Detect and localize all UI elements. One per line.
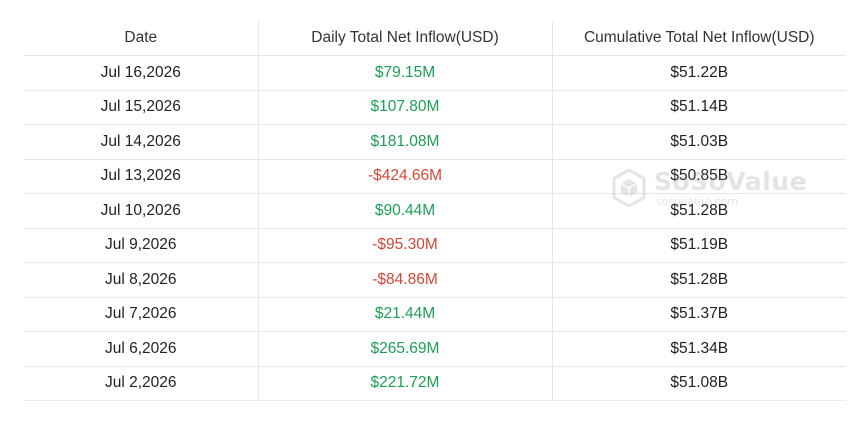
- cell-cumulative-net-inflow: $51.37B: [551, 297, 846, 332]
- inflow-table-container: Date Daily Total Net Inflow(USD) Cumulat…: [24, 21, 846, 401]
- cell-daily-net-inflow: -$84.86M: [257, 262, 552, 298]
- table-row: Jul 7,2026 $21.44M $51.37B: [24, 297, 846, 332]
- table-row: Jul 13,2026 -$424.66M $50.85B: [24, 159, 846, 194]
- cell-cumulative-net-inflow: $51.19B: [551, 228, 846, 263]
- cell-daily-net-inflow: $79.15M: [257, 55, 552, 91]
- cell-date: Jul 10,2026: [24, 193, 258, 229]
- cell-daily-net-inflow: -$424.66M: [257, 159, 552, 194]
- cell-date: Jul 7,2026: [24, 297, 258, 332]
- cell-cumulative-net-inflow: $51.34B: [551, 331, 846, 367]
- table-row: Jul 8,2026 -$84.86M $51.28B: [24, 262, 846, 298]
- cell-daily-net-inflow: $90.44M: [257, 193, 552, 229]
- cell-cumulative-net-inflow: $50.85B: [551, 159, 846, 194]
- cell-date: Jul 14,2026: [24, 124, 258, 160]
- table-header-row: Date Daily Total Net Inflow(USD) Cumulat…: [24, 21, 846, 56]
- cell-daily-net-inflow: $107.80M: [257, 90, 552, 125]
- cell-cumulative-net-inflow: $51.14B: [551, 90, 846, 125]
- table-row: Jul 10,2026 $90.44M $51.28B: [24, 193, 846, 229]
- cell-cumulative-net-inflow: $51.28B: [551, 262, 846, 298]
- cell-daily-net-inflow: $265.69M: [257, 331, 552, 367]
- cell-cumulative-net-inflow: $51.28B: [551, 193, 846, 229]
- net-inflow-table: Date Daily Total Net Inflow(USD) Cumulat…: [24, 21, 846, 401]
- cell-cumulative-net-inflow: $51.03B: [551, 124, 846, 160]
- cell-date: Jul 13,2026: [24, 159, 258, 194]
- table-row: Jul 6,2026 $265.69M $51.34B: [24, 331, 846, 367]
- cell-daily-net-inflow: $181.08M: [257, 124, 552, 160]
- cell-date: Jul 8,2026: [24, 262, 258, 298]
- column-header-cumulative-net-inflow[interactable]: Cumulative Total Net Inflow(USD): [551, 21, 846, 56]
- cell-date: Jul 6,2026: [24, 331, 258, 367]
- cell-daily-net-inflow: -$95.30M: [257, 228, 552, 263]
- cell-date: Jul 2,2026: [24, 366, 258, 401]
- table-row: Jul 9,2026 -$95.30M $51.19B: [24, 228, 846, 263]
- column-header-daily-net-inflow[interactable]: Daily Total Net Inflow(USD): [257, 21, 552, 56]
- table-row: Jul 14,2026 $181.08M $51.03B: [24, 124, 846, 160]
- table-row: Jul 15,2026 $107.80M $51.14B: [24, 90, 846, 125]
- cell-daily-net-inflow: $221.72M: [257, 366, 552, 401]
- cell-date: Jul 15,2026: [24, 90, 258, 125]
- table-row: Jul 16,2026 $79.15M $51.22B: [24, 55, 846, 91]
- table-body: Jul 16,2026 $79.15M $51.22B Jul 15,2026 …: [24, 55, 846, 401]
- table-row: Jul 2,2026 $221.72M $51.08B: [24, 366, 846, 401]
- cell-cumulative-net-inflow: $51.08B: [551, 366, 846, 401]
- column-header-date[interactable]: Date: [24, 21, 258, 56]
- cell-date: Jul 9,2026: [24, 228, 258, 263]
- cell-daily-net-inflow: $21.44M: [257, 297, 552, 332]
- cell-cumulative-net-inflow: $51.22B: [551, 55, 846, 91]
- cell-date: Jul 16,2026: [24, 55, 258, 91]
